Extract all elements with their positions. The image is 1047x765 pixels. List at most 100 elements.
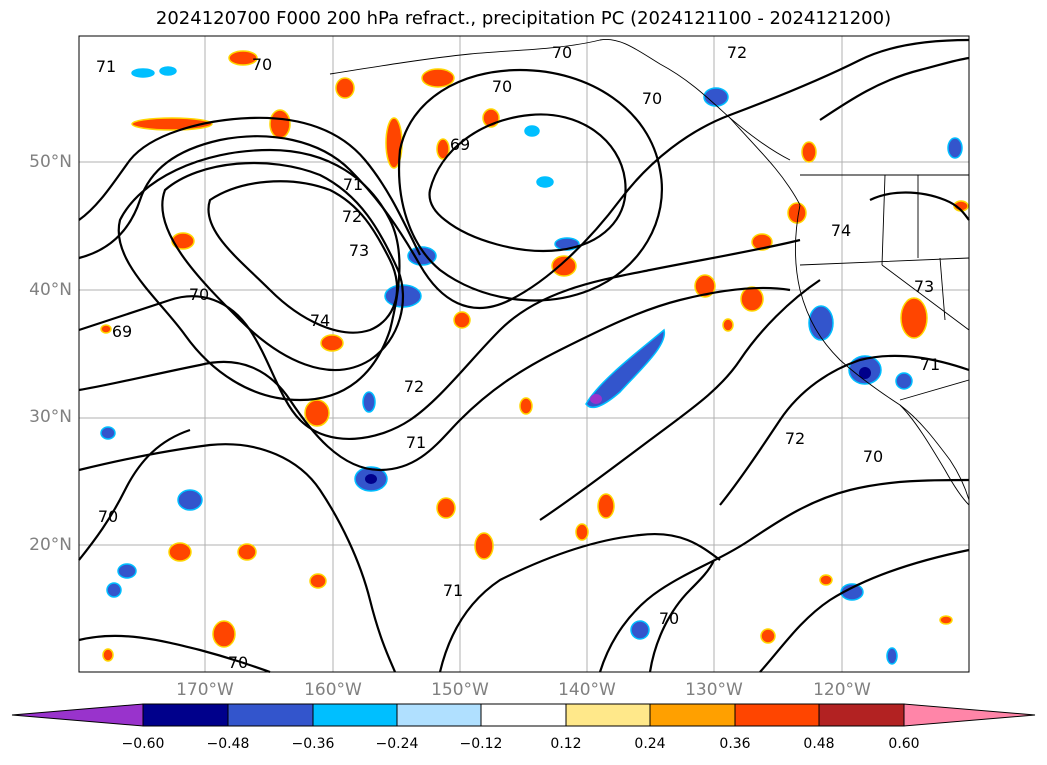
contour-line bbox=[78, 116, 421, 256]
precip-blob bbox=[722, 318, 734, 332]
precip-blob bbox=[751, 233, 773, 251]
contour-label: 72 bbox=[727, 43, 747, 62]
lat-label-20n: 20°N bbox=[29, 535, 72, 555]
contour-line bbox=[759, 548, 970, 673]
precip-blob bbox=[421, 68, 455, 88]
precip-blob bbox=[117, 563, 137, 579]
colorbar-tick: 0.60 bbox=[888, 736, 920, 752]
contour-label: 70 bbox=[189, 285, 209, 304]
precip-blob bbox=[106, 582, 122, 598]
colorbar-bin bbox=[312, 703, 398, 727]
precip-blob bbox=[474, 532, 494, 560]
precip-blob bbox=[320, 334, 344, 352]
precip-blob bbox=[895, 372, 913, 390]
precip-blob bbox=[159, 66, 177, 76]
contour-line bbox=[819, 56, 970, 121]
precip-blob bbox=[840, 583, 864, 601]
colorbar-tick: −0.24 bbox=[375, 736, 419, 752]
precip-blob bbox=[436, 138, 450, 160]
precip-blob bbox=[536, 176, 554, 188]
precip-blob bbox=[131, 68, 155, 78]
contour-label: 71 bbox=[920, 355, 940, 374]
refractivity-contours bbox=[78, 38, 970, 674]
colorbar-tick: −0.36 bbox=[291, 736, 335, 752]
contour-line bbox=[117, 148, 401, 402]
precip-blob bbox=[859, 367, 871, 379]
precip-blob bbox=[524, 125, 540, 137]
coastline-bc bbox=[729, 117, 801, 206]
contour-line bbox=[78, 286, 791, 472]
colorbar-tick: 0.48 bbox=[803, 736, 835, 752]
contour-line bbox=[78, 38, 970, 309]
colorbar bbox=[11, 703, 1036, 727]
contour-line bbox=[207, 180, 399, 334]
colorbar-bin bbox=[734, 703, 820, 727]
precip-blob bbox=[269, 109, 291, 139]
colorbar-tick: −0.60 bbox=[121, 736, 165, 752]
lon-label-170w: 170°W bbox=[176, 680, 234, 700]
contour-line bbox=[648, 559, 716, 673]
precip-band bbox=[585, 328, 666, 409]
contour-line bbox=[161, 161, 405, 371]
precip-blob bbox=[760, 628, 776, 644]
precip-blob bbox=[309, 573, 327, 589]
contour-label: 70 bbox=[98, 507, 118, 526]
colorbar-bin bbox=[818, 703, 905, 727]
colorbar-bin bbox=[396, 703, 482, 727]
precip-blob bbox=[740, 286, 764, 312]
precip-blob bbox=[362, 391, 376, 413]
contour-line bbox=[398, 68, 663, 302]
map-border bbox=[78, 35, 970, 673]
precip-blob bbox=[900, 297, 928, 339]
precip-blob bbox=[365, 474, 377, 484]
precip-blob bbox=[819, 574, 833, 586]
precip-blob bbox=[100, 324, 112, 334]
contour-label: 71 bbox=[406, 433, 426, 452]
lon-label-130w: 130°W bbox=[685, 680, 743, 700]
colorbar-tick: −0.12 bbox=[459, 736, 503, 752]
contour-line bbox=[78, 238, 801, 440]
precip-positive-areas bbox=[100, 50, 969, 662]
contour-line bbox=[869, 191, 970, 221]
precip-blob bbox=[551, 255, 577, 277]
contour-label: 72 bbox=[404, 377, 424, 396]
contour-line bbox=[78, 634, 271, 674]
precip-blob bbox=[335, 77, 355, 99]
precip-blob bbox=[694, 274, 716, 298]
precip-blob bbox=[703, 87, 729, 107]
colorbar-bin bbox=[142, 703, 229, 727]
precip-blob bbox=[630, 620, 650, 640]
precip-blob bbox=[947, 137, 963, 159]
coastline-us-west bbox=[795, 204, 970, 501]
lon-label-140w: 140°W bbox=[558, 680, 616, 700]
precip-blob bbox=[939, 615, 953, 625]
contour-line bbox=[78, 428, 191, 561]
contour-line bbox=[598, 478, 970, 673]
contour-label: 70 bbox=[492, 77, 512, 96]
contour-line bbox=[719, 354, 970, 506]
border-mexico bbox=[899, 379, 970, 401]
contour-labels: 71 70 70 70 72 69 70 71 72 73 74 70 69 7… bbox=[96, 43, 940, 672]
contour-label: 70 bbox=[863, 447, 883, 466]
precip-blob bbox=[212, 620, 236, 648]
contour-label: 69 bbox=[112, 322, 132, 341]
precip-blob bbox=[787, 202, 807, 224]
precip-blob bbox=[519, 397, 533, 415]
precip-blob bbox=[168, 542, 192, 562]
precip-blob bbox=[436, 497, 456, 519]
colorbar-tick: −0.48 bbox=[206, 736, 250, 752]
contour-label: 69 bbox=[450, 135, 470, 154]
precip-blob bbox=[102, 648, 114, 662]
colorbar-bin bbox=[480, 703, 567, 727]
contour-line bbox=[539, 279, 821, 521]
colorbar-tick: 0.36 bbox=[719, 736, 751, 752]
precip-blob bbox=[590, 394, 602, 404]
contour-label: 74 bbox=[831, 221, 851, 240]
contour-label: 71 bbox=[343, 175, 363, 194]
lat-label-30n: 30°N bbox=[29, 407, 72, 427]
contour-label: 72 bbox=[785, 429, 805, 448]
contour-line bbox=[438, 532, 721, 673]
contour-label: 71 bbox=[443, 581, 463, 600]
precip-blob bbox=[808, 305, 834, 341]
